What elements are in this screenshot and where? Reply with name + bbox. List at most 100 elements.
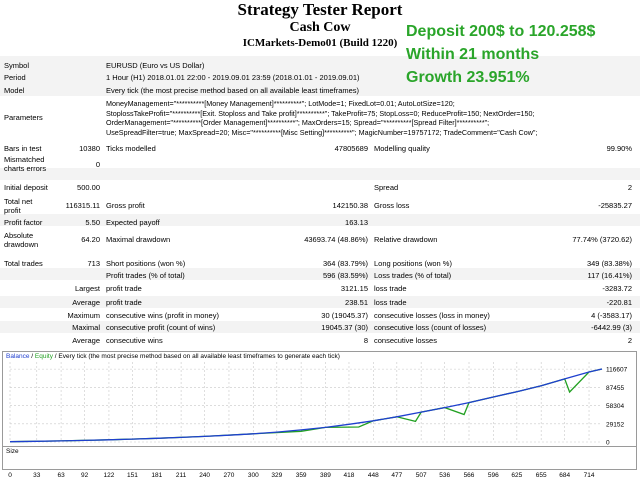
x-tick-label: 655 bbox=[536, 472, 547, 479]
bars-value: 10380 bbox=[79, 144, 100, 153]
maxdd-value: 43693.74 (48.86%) bbox=[304, 235, 368, 244]
maxl-cons-loss-label: consecutive loss (count of losses) bbox=[374, 323, 487, 332]
max-cons-losses-label: consecutive losses (loss in money) bbox=[374, 311, 490, 320]
x-tick-label: 151 bbox=[127, 472, 138, 479]
trades-label: Total trades bbox=[4, 259, 43, 268]
annotation-line-3: Growth 23.951% bbox=[406, 69, 530, 86]
x-tick-label: 566 bbox=[464, 472, 475, 479]
server-build: ICMarkets-Demo01 (Build 1220) bbox=[242, 37, 398, 49]
mismatch-value: 0 bbox=[95, 160, 100, 169]
parameters-block: MoneyManagement="**********[Money Manage… bbox=[106, 99, 638, 137]
y-tick-label: 116607 bbox=[606, 367, 628, 374]
period-value: 1 Hour (H1) 2018.01.01 22:00 - 2019.09.0… bbox=[106, 73, 360, 82]
mismatch-label-2: charts errors bbox=[4, 164, 47, 173]
x-tick-label: 536 bbox=[439, 472, 450, 479]
absdd-label-1: Absolute bbox=[4, 231, 34, 240]
x-tick-label: 389 bbox=[320, 472, 331, 479]
max-cons-losses-value: 4 (-3583.17) bbox=[591, 311, 632, 320]
average-loss-label: loss trade bbox=[374, 298, 407, 307]
reldd-value: 77.74% (3720.62) bbox=[572, 235, 632, 244]
period-label: Period bbox=[4, 73, 26, 82]
largest-profit-value: 3121.15 bbox=[340, 284, 368, 293]
x-tick-label: 596 bbox=[488, 472, 499, 479]
stats-shade-2 bbox=[0, 214, 640, 226]
info-shade bbox=[0, 56, 640, 96]
y-tick-label: 0 bbox=[606, 440, 610, 447]
netprofit-value: 116315.11 bbox=[65, 201, 100, 210]
average2-label: Average bbox=[72, 336, 100, 345]
reldd-label: Relative drawdown bbox=[374, 235, 438, 244]
absdd-value: 64.20 bbox=[81, 235, 100, 244]
legend-balance: Balance bbox=[6, 353, 30, 360]
ticks-label: Ticks modelled bbox=[106, 144, 156, 153]
profit-trades-label: Profit trades (% of total) bbox=[106, 271, 185, 280]
model-label: Model bbox=[4, 86, 25, 95]
parameters-line: OrderManagement="**********[Order Manage… bbox=[106, 118, 490, 127]
series-line-balance bbox=[9, 368, 603, 443]
y-tick-label: 29152 bbox=[606, 421, 624, 428]
parameters-label: Parameters bbox=[4, 113, 43, 122]
avg-cons-wins-value: 8 bbox=[363, 336, 368, 345]
largest-profit-label: profit trade bbox=[106, 284, 142, 293]
deposit-label: Initial deposit bbox=[4, 183, 48, 192]
average-loss-value: -220.81 bbox=[606, 298, 632, 307]
pf-value: 5.50 bbox=[85, 218, 100, 227]
x-tick-label: 477 bbox=[391, 472, 402, 479]
avg-cons-losses-value: 2 bbox=[627, 336, 632, 345]
x-tick-label: 507 bbox=[416, 472, 427, 479]
x-tick-label: 300 bbox=[248, 472, 259, 479]
deposit-value: 500.00 bbox=[77, 183, 100, 192]
maxdd-label: Maximal drawdown bbox=[106, 235, 171, 244]
x-tick-label: 270 bbox=[224, 472, 235, 479]
netprofit-label-2: profit bbox=[4, 206, 21, 215]
parameters-line: MoneyManagement="**********[Money Manage… bbox=[106, 99, 455, 108]
x-tick-label: 63 bbox=[57, 472, 65, 479]
grossprofit-value: 142150.38 bbox=[332, 201, 368, 210]
x-tick-label: 211 bbox=[176, 472, 187, 479]
stats-shade-3 bbox=[0, 268, 640, 280]
spread-value: 2 bbox=[627, 183, 632, 192]
x-tick-label: 418 bbox=[344, 472, 355, 479]
payoff-value: 163.13 bbox=[345, 218, 368, 227]
spread-label: Spread bbox=[374, 183, 399, 192]
ticks-value: 47805689 bbox=[334, 144, 368, 153]
x-tick-label: 240 bbox=[199, 472, 210, 479]
parameters-line: UseSpreadFilter=true; MaxSpread=20; Misc… bbox=[106, 127, 538, 137]
annotation-line-2: Within 21 months bbox=[406, 46, 540, 63]
netprofit-label-1: Total net bbox=[4, 197, 33, 206]
short-value: 364 (83.79%) bbox=[322, 259, 368, 268]
legend-description: / Every tick (the most precise method ba… bbox=[53, 353, 340, 360]
avg-cons-wins-label: consecutive wins bbox=[106, 336, 163, 345]
chart-legend: Balance / Equity / Every tick (the most … bbox=[6, 353, 340, 360]
x-tick-label: 329 bbox=[271, 472, 282, 479]
annotation-line-1: Deposit 200$ to 120.258$ bbox=[406, 23, 596, 40]
largest-loss-label: loss trade bbox=[374, 284, 407, 293]
payoff-label: Expected payoff bbox=[106, 218, 160, 227]
mismatch-label-1: Mismatched bbox=[4, 155, 45, 164]
pf-label: Profit factor bbox=[4, 218, 43, 227]
absdd-label-2: drawdown bbox=[4, 240, 39, 249]
max-cons-wins-label: consecutive wins (profit in money) bbox=[106, 311, 219, 320]
maxl-cons-profit-value: 19045.37 (30) bbox=[321, 323, 368, 332]
size-chart bbox=[2, 446, 637, 470]
grossprofit-label: Gross profit bbox=[106, 201, 145, 210]
ea-name: Cash Cow bbox=[289, 20, 351, 35]
x-tick-label: 359 bbox=[296, 472, 307, 479]
average-profit-label: profit trade bbox=[106, 298, 142, 307]
symbol-label: Symbol bbox=[4, 61, 30, 70]
avg-cons-losses-label: consecutive losses bbox=[374, 336, 437, 345]
quality-value: 99.90% bbox=[606, 144, 632, 153]
grossloss-label: Gross loss bbox=[374, 201, 410, 210]
maxl-cons-loss-value: -6442.99 (3) bbox=[591, 323, 632, 332]
x-tick-label: 0 bbox=[8, 472, 12, 479]
size-label: Size bbox=[6, 448, 19, 455]
balance-chart bbox=[2, 351, 637, 447]
report-title: Strategy Tester Report bbox=[237, 0, 403, 19]
x-tick-label: 625 bbox=[511, 472, 522, 479]
loss-trades-label: Loss trades (% of total) bbox=[374, 271, 452, 280]
symbol-value: EURUSD (Euro vs US Dollar) bbox=[106, 61, 205, 70]
largest-loss-value: -3283.72 bbox=[602, 284, 632, 293]
stats-shade-4 bbox=[0, 296, 640, 308]
long-label: Long positions (won %) bbox=[374, 259, 452, 268]
